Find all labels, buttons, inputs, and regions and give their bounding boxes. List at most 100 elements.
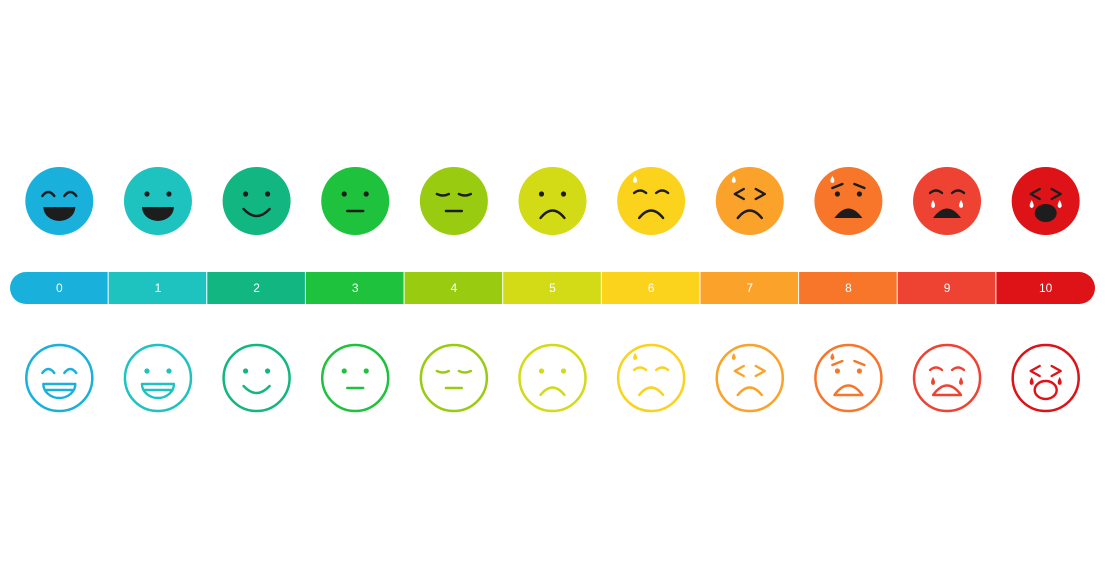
eye <box>1050 187 1062 201</box>
face <box>222 167 291 235</box>
eye <box>654 189 670 195</box>
emoji-filled <box>715 167 784 235</box>
scale-segment <box>601 272 700 304</box>
eye <box>457 369 473 374</box>
tear <box>1057 200 1062 208</box>
eye <box>63 367 78 375</box>
eye <box>242 368 249 374</box>
scale-label: 6 <box>648 281 655 295</box>
emoji-outline <box>222 343 291 413</box>
tear <box>1029 200 1034 208</box>
face <box>617 167 686 235</box>
face <box>320 343 390 413</box>
eye <box>538 368 545 374</box>
face <box>123 167 192 235</box>
drop <box>731 353 736 360</box>
face <box>419 343 489 413</box>
face <box>222 343 291 413</box>
emoji-filled <box>1011 167 1080 235</box>
face <box>518 167 587 235</box>
brow <box>831 182 844 190</box>
eye <box>1029 364 1041 378</box>
scale-label: 8 <box>845 281 852 295</box>
eye <box>144 368 150 374</box>
drop <box>731 176 736 183</box>
emoji-filled <box>321 167 390 235</box>
emoji-outline <box>1011 343 1080 413</box>
mouth <box>933 208 962 218</box>
eye <box>834 191 841 197</box>
eye <box>264 368 271 374</box>
eye <box>950 189 966 195</box>
face <box>616 343 686 413</box>
scale-segment <box>897 272 996 304</box>
mouth <box>736 209 763 220</box>
tear <box>931 200 936 208</box>
eye <box>435 369 451 374</box>
emoji-outline <box>320 343 390 413</box>
emoji-filled <box>419 167 488 235</box>
face <box>814 167 883 235</box>
eye <box>632 189 648 195</box>
mouth <box>141 207 174 222</box>
eye <box>1050 364 1062 378</box>
emoji-filled <box>222 167 291 235</box>
emoji-filled <box>913 167 982 235</box>
emoji-outline <box>814 343 883 413</box>
emoji-outline <box>518 343 587 413</box>
face <box>321 167 390 235</box>
emoji-filled <box>123 167 192 235</box>
scale-bar <box>10 272 1095 304</box>
scale-segment <box>996 272 1095 304</box>
emoji-outline <box>616 343 686 413</box>
brow <box>853 359 866 367</box>
mouth <box>140 382 176 400</box>
eye <box>63 190 78 198</box>
scale-label: 10 <box>1039 281 1053 295</box>
emoji-filled <box>814 167 883 235</box>
scale-segment <box>404 272 503 304</box>
face <box>419 167 488 235</box>
brow <box>853 182 866 190</box>
emoji-outline <box>123 343 193 413</box>
eye <box>560 368 567 374</box>
mouth <box>834 208 863 218</box>
drop <box>633 353 638 360</box>
mouth <box>1034 204 1057 222</box>
eye <box>166 191 172 197</box>
emoji-outline <box>715 343 785 413</box>
mouth <box>242 384 271 395</box>
scale-label: 5 <box>549 281 556 295</box>
face <box>1011 343 1080 413</box>
eye <box>144 191 150 197</box>
eye <box>560 191 567 197</box>
emoji-filled <box>617 167 686 235</box>
face <box>814 343 883 413</box>
eye <box>654 366 670 372</box>
eye <box>435 192 451 197</box>
eye <box>754 187 766 201</box>
tear <box>1029 377 1034 385</box>
face <box>913 167 982 235</box>
eye <box>928 189 944 195</box>
eye <box>950 366 966 372</box>
drop <box>633 176 638 183</box>
mouth <box>539 386 566 397</box>
eye <box>733 364 745 378</box>
eye <box>1029 187 1041 201</box>
eye <box>264 191 271 197</box>
scale-segment <box>207 272 305 304</box>
scale-segment <box>108 272 207 304</box>
mouth <box>242 207 271 218</box>
scale-label: 0 <box>56 281 63 295</box>
scale-segment <box>503 272 601 304</box>
mouth <box>931 384 963 397</box>
emoji-filled <box>518 167 587 235</box>
mouth <box>637 386 665 397</box>
eye <box>41 367 56 375</box>
eye <box>856 368 863 374</box>
eye <box>341 191 347 197</box>
mouth <box>539 209 566 220</box>
